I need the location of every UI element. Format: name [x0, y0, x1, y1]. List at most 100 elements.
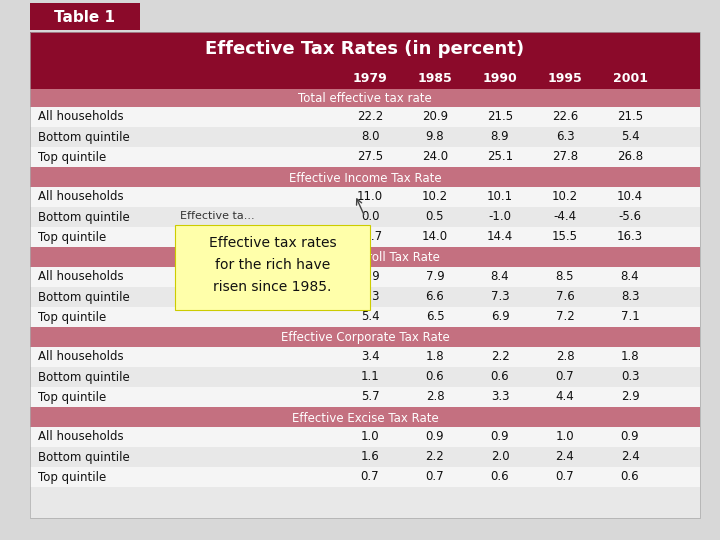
- Text: Bottom quintile: Bottom quintile: [38, 211, 130, 224]
- Text: 2.4: 2.4: [621, 450, 639, 463]
- Text: 2.8: 2.8: [426, 390, 444, 403]
- Text: 0.7: 0.7: [556, 370, 575, 383]
- Text: 0.5: 0.5: [426, 211, 444, 224]
- Text: 1990: 1990: [482, 71, 518, 84]
- Text: 10.4: 10.4: [617, 191, 643, 204]
- Text: 8.5: 8.5: [556, 271, 575, 284]
- Text: -5.6: -5.6: [618, 211, 642, 224]
- Text: Total effective tax rate: Total effective tax rate: [298, 91, 432, 105]
- Bar: [30, 167, 700, 169]
- Text: 22.6: 22.6: [552, 111, 578, 124]
- Text: 8.0: 8.0: [361, 131, 379, 144]
- Text: 0.6: 0.6: [426, 370, 444, 383]
- Text: 0.0: 0.0: [361, 211, 379, 224]
- Text: 5.3: 5.3: [361, 291, 379, 303]
- Text: Effective tax rates: Effective tax rates: [209, 236, 336, 250]
- Bar: [30, 127, 700, 147]
- Text: 1.8: 1.8: [621, 350, 639, 363]
- Text: 11.0: 11.0: [357, 191, 383, 204]
- Text: 7.9: 7.9: [426, 271, 444, 284]
- Bar: [30, 227, 700, 247]
- Text: Effective Income Tax Rate: Effective Income Tax Rate: [289, 172, 441, 185]
- Bar: [30, 287, 700, 307]
- Text: Top quintile: Top quintile: [38, 390, 107, 403]
- Text: -1.0: -1.0: [488, 211, 511, 224]
- Text: 4.4: 4.4: [556, 390, 575, 403]
- Text: 25.1: 25.1: [487, 151, 513, 164]
- Text: 7.1: 7.1: [621, 310, 639, 323]
- Text: All households: All households: [38, 350, 124, 363]
- Text: Bottom quintile: Bottom quintile: [38, 450, 130, 463]
- Text: 0.9: 0.9: [491, 430, 509, 443]
- Text: -4.4: -4.4: [554, 211, 577, 224]
- Text: Effective Excise Tax Rate: Effective Excise Tax Rate: [292, 411, 438, 424]
- Text: Effective ta...: Effective ta...: [180, 211, 255, 221]
- Text: All households: All households: [38, 191, 124, 204]
- Bar: [30, 249, 700, 267]
- Text: 0.3: 0.3: [621, 370, 639, 383]
- Text: All households: All households: [38, 271, 124, 284]
- Text: 0.9: 0.9: [621, 430, 639, 443]
- Text: Top quintile: Top quintile: [38, 151, 107, 164]
- Bar: [30, 89, 700, 107]
- Text: 2001: 2001: [613, 71, 647, 84]
- Bar: [30, 67, 700, 89]
- Text: for the rich have: for the rich have: [215, 258, 330, 272]
- Text: 22.2: 22.2: [357, 111, 383, 124]
- Text: 0.7: 0.7: [361, 470, 379, 483]
- Text: 9.8: 9.8: [426, 131, 444, 144]
- Bar: [30, 347, 700, 367]
- Bar: [175, 225, 370, 310]
- Text: 5.7: 5.7: [361, 390, 379, 403]
- Text: 1985: 1985: [418, 71, 452, 84]
- Text: 14.0: 14.0: [422, 231, 448, 244]
- Text: 2.9: 2.9: [621, 390, 639, 403]
- Text: Top quintile: Top quintile: [38, 310, 107, 323]
- Bar: [30, 147, 700, 167]
- Bar: [30, 267, 700, 287]
- Text: 5.4: 5.4: [361, 310, 379, 323]
- Text: 6.5: 6.5: [426, 310, 444, 323]
- Text: Top quintile: Top quintile: [38, 470, 107, 483]
- Text: risen since 1985.: risen since 1985.: [213, 280, 332, 294]
- Bar: [30, 327, 700, 329]
- Text: 0.6: 0.6: [491, 470, 509, 483]
- Text: 21.5: 21.5: [487, 111, 513, 124]
- Text: 1.0: 1.0: [361, 430, 379, 443]
- Text: 14.4: 14.4: [487, 231, 513, 244]
- Text: 21.5: 21.5: [617, 111, 643, 124]
- Bar: [175, 225, 370, 310]
- Text: 1.0: 1.0: [556, 430, 575, 443]
- Bar: [30, 329, 700, 347]
- Text: Effective Corporate Tax Rate: Effective Corporate Tax Rate: [281, 332, 449, 345]
- Text: 27.5: 27.5: [357, 151, 383, 164]
- Bar: [30, 367, 700, 387]
- Bar: [30, 467, 700, 487]
- Text: 10.2: 10.2: [422, 191, 448, 204]
- Text: 7.6: 7.6: [556, 291, 575, 303]
- Text: 8.3: 8.3: [621, 291, 639, 303]
- Text: All households: All households: [38, 430, 124, 443]
- Text: 6.3: 6.3: [556, 131, 575, 144]
- Text: 8.4: 8.4: [621, 271, 639, 284]
- Text: Top quintile: Top quintile: [38, 231, 107, 244]
- Text: 6.6: 6.6: [426, 291, 444, 303]
- Text: Table 1: Table 1: [55, 10, 115, 24]
- Text: 0.7: 0.7: [426, 470, 444, 483]
- Text: 2.8: 2.8: [556, 350, 575, 363]
- Text: 1979: 1979: [353, 71, 387, 84]
- Text: 6.9: 6.9: [361, 271, 379, 284]
- FancyArrowPatch shape: [356, 199, 364, 214]
- Text: 2.4: 2.4: [556, 450, 575, 463]
- Text: 1.8: 1.8: [426, 350, 444, 363]
- Text: Effective Tax Rates (in percent): Effective Tax Rates (in percent): [205, 40, 525, 58]
- Bar: [30, 387, 700, 407]
- Text: Bottom quintile: Bottom quintile: [38, 131, 130, 144]
- Bar: [30, 409, 700, 427]
- Bar: [30, 169, 700, 187]
- Text: 7.2: 7.2: [556, 310, 575, 323]
- Text: 8.4: 8.4: [491, 271, 509, 284]
- Text: 7.3: 7.3: [491, 291, 509, 303]
- Bar: [30, 447, 700, 467]
- Text: 1995: 1995: [548, 71, 582, 84]
